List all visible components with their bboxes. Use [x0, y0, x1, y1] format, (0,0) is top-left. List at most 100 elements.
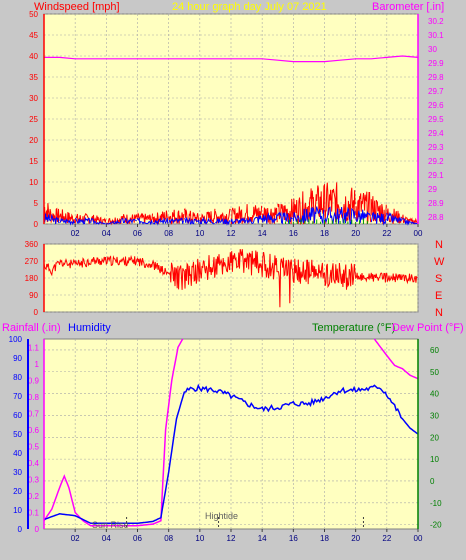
temperature-y-tick-label: 20 [430, 433, 439, 442]
wind-average-series-segment [402, 218, 418, 226]
rainfall-y-tick-label: 0.4 [28, 459, 40, 468]
wind-average-series-segment [215, 217, 231, 226]
wind-y-tick-label: 5 [34, 199, 39, 208]
wind-average-series-segment [43, 213, 60, 224]
rain-x-tick-label: 22 [382, 534, 391, 543]
wind-average-series-segment [370, 212, 387, 226]
barometer-y-tick-label: 29 [428, 185, 437, 194]
temperature-y-tick-label: 0 [430, 477, 435, 486]
rainfall-y-tick-label: 0.5 [28, 442, 40, 451]
chart-title: 24 hour graph day July 07 2021 [172, 1, 327, 13]
wind-average-series-segment [106, 219, 122, 225]
wind-x-tick-label: 08 [164, 229, 173, 238]
wind-average-series-segment [308, 206, 325, 224]
hightide-marker-label: Hightide [205, 511, 238, 521]
wind-x-tick-label: 20 [351, 229, 360, 238]
barometer-y-tick-label: 30 [428, 45, 437, 54]
wind-x-tick-label: 10 [195, 229, 204, 238]
rain-x-tick-label: 10 [195, 534, 204, 543]
temperature-y-tick-label: 10 [430, 455, 439, 464]
wind-gust-series-segment [74, 212, 91, 224]
wind-y-tick-label: 40 [29, 52, 38, 61]
wind-x-tick-label: 22 [382, 229, 391, 238]
wind-average-series-segment [75, 216, 91, 225]
rain-x-tick-label: 18 [320, 534, 329, 543]
wind-gust-series-segment [355, 191, 372, 224]
rainfall-y-tick-label: 0.1 [28, 508, 40, 517]
wind-x-tick-label: 12 [227, 229, 236, 238]
wind-y-tick-label: 0 [34, 220, 39, 229]
wind-average-series-segment [230, 217, 247, 224]
rain-x-tick-label: 20 [351, 534, 360, 543]
wind-direction-chart: 0 90 180 270 360 [25, 240, 419, 317]
wind-y-tick-label: 10 [29, 178, 38, 187]
wind-gust-series-segment [137, 212, 153, 224]
rain-x-tick-label: 12 [227, 534, 236, 543]
wind-average-series-segment [168, 217, 184, 224]
humidity-axis-label: Humidity [68, 322, 111, 334]
humidity-y-tick-label: 50 [13, 430, 22, 439]
barometer-y-tick-label: 29.5 [428, 115, 444, 124]
wind-gust-series-segment [308, 185, 325, 224]
barometer-y-tick-label: 29.9 [428, 59, 444, 68]
direction-y-tick-label: 180 [25, 274, 39, 283]
compass-w: W [434, 256, 445, 268]
wind-gust-series-segment [183, 207, 200, 224]
wind-average-series-segment [324, 206, 340, 225]
direction-y-tick-label: 270 [25, 257, 39, 266]
temperature-y-tick-label: 30 [430, 411, 439, 420]
humidity-y-tick-label: 100 [9, 335, 23, 344]
wind-average-series-segment [386, 211, 403, 223]
wind-gust-series-segment [105, 216, 122, 226]
barometer-y-tick-label: 29.3 [428, 143, 444, 152]
rain-x-tick-label: 08 [164, 534, 173, 543]
direction-y-tick-label: 90 [29, 291, 38, 300]
wind-y-tick-label: 35 [29, 73, 38, 82]
dewpoint-axis-label: Dew Point (°F) [392, 322, 464, 334]
humidity-y-tick-label: 80 [13, 373, 22, 382]
wind-y-tick-label: 50 [29, 10, 38, 19]
wind-gust-series-segment [277, 198, 294, 224]
rainfall-y-tick-label: 0.2 [28, 492, 40, 501]
barometer-axis-label: Barometer [.in] [372, 1, 444, 13]
wind-x-tick-label: 16 [289, 229, 298, 238]
barometer-y-tick-label: 29.2 [428, 157, 444, 166]
wind-average-series-segment [339, 206, 356, 225]
temperature-y-tick-label: 50 [430, 368, 439, 377]
compass-s: S [435, 273, 442, 285]
wind-y-tick-label: 25 [29, 115, 38, 124]
barometer-y-tick-label: 29.6 [428, 101, 444, 110]
temperature-axis-label: Temperature (°F) [312, 322, 395, 334]
wind-x-tick-label: 02 [71, 229, 80, 238]
direction-y-tick-label: 0 [34, 308, 39, 317]
wind-x-tick-label: 06 [133, 229, 142, 238]
barometer-y-tick-label: 29.1 [428, 171, 444, 180]
rainfall-series-line [43, 338, 184, 527]
wind-average-series-segment [261, 212, 278, 224]
rainfall-y-tick-label: 0.9 [28, 376, 40, 385]
rain-plot-area [43, 338, 419, 530]
wind-gust-series-segment [370, 196, 387, 224]
wind-y-tick-label: 20 [29, 136, 38, 145]
wind-gust-series-segment [121, 214, 138, 224]
rainfall-y-tick-label: 0.6 [28, 426, 40, 435]
wind-average-series-segment [90, 218, 106, 225]
rainfall-y-tick-label: 0.7 [28, 409, 40, 418]
wind-direction-series-line [43, 248, 418, 308]
rainfall-y-tick-label: 0.3 [28, 475, 40, 484]
wind-x-tick-label: 14 [258, 229, 267, 238]
rainfall-y-tick-label: 0.8 [28, 393, 40, 402]
humidity-y-tick-label: 30 [13, 468, 22, 477]
rainfall-y-tick-label: 0 [35, 525, 40, 534]
rain-x-tick-label: 02 [71, 534, 80, 543]
temperature-y-tick-label: -10 [430, 499, 442, 508]
wind-average-series-segment [59, 217, 75, 226]
wind-gust-series-segment [152, 210, 169, 224]
compass-n-top: N [435, 239, 443, 251]
wind-x-tick-label: 04 [102, 229, 111, 238]
humidity-y-tick-label: 0 [18, 525, 23, 534]
barometer-y-tick-label: 30.2 [428, 17, 444, 26]
wind-average-series-segment [121, 217, 137, 225]
